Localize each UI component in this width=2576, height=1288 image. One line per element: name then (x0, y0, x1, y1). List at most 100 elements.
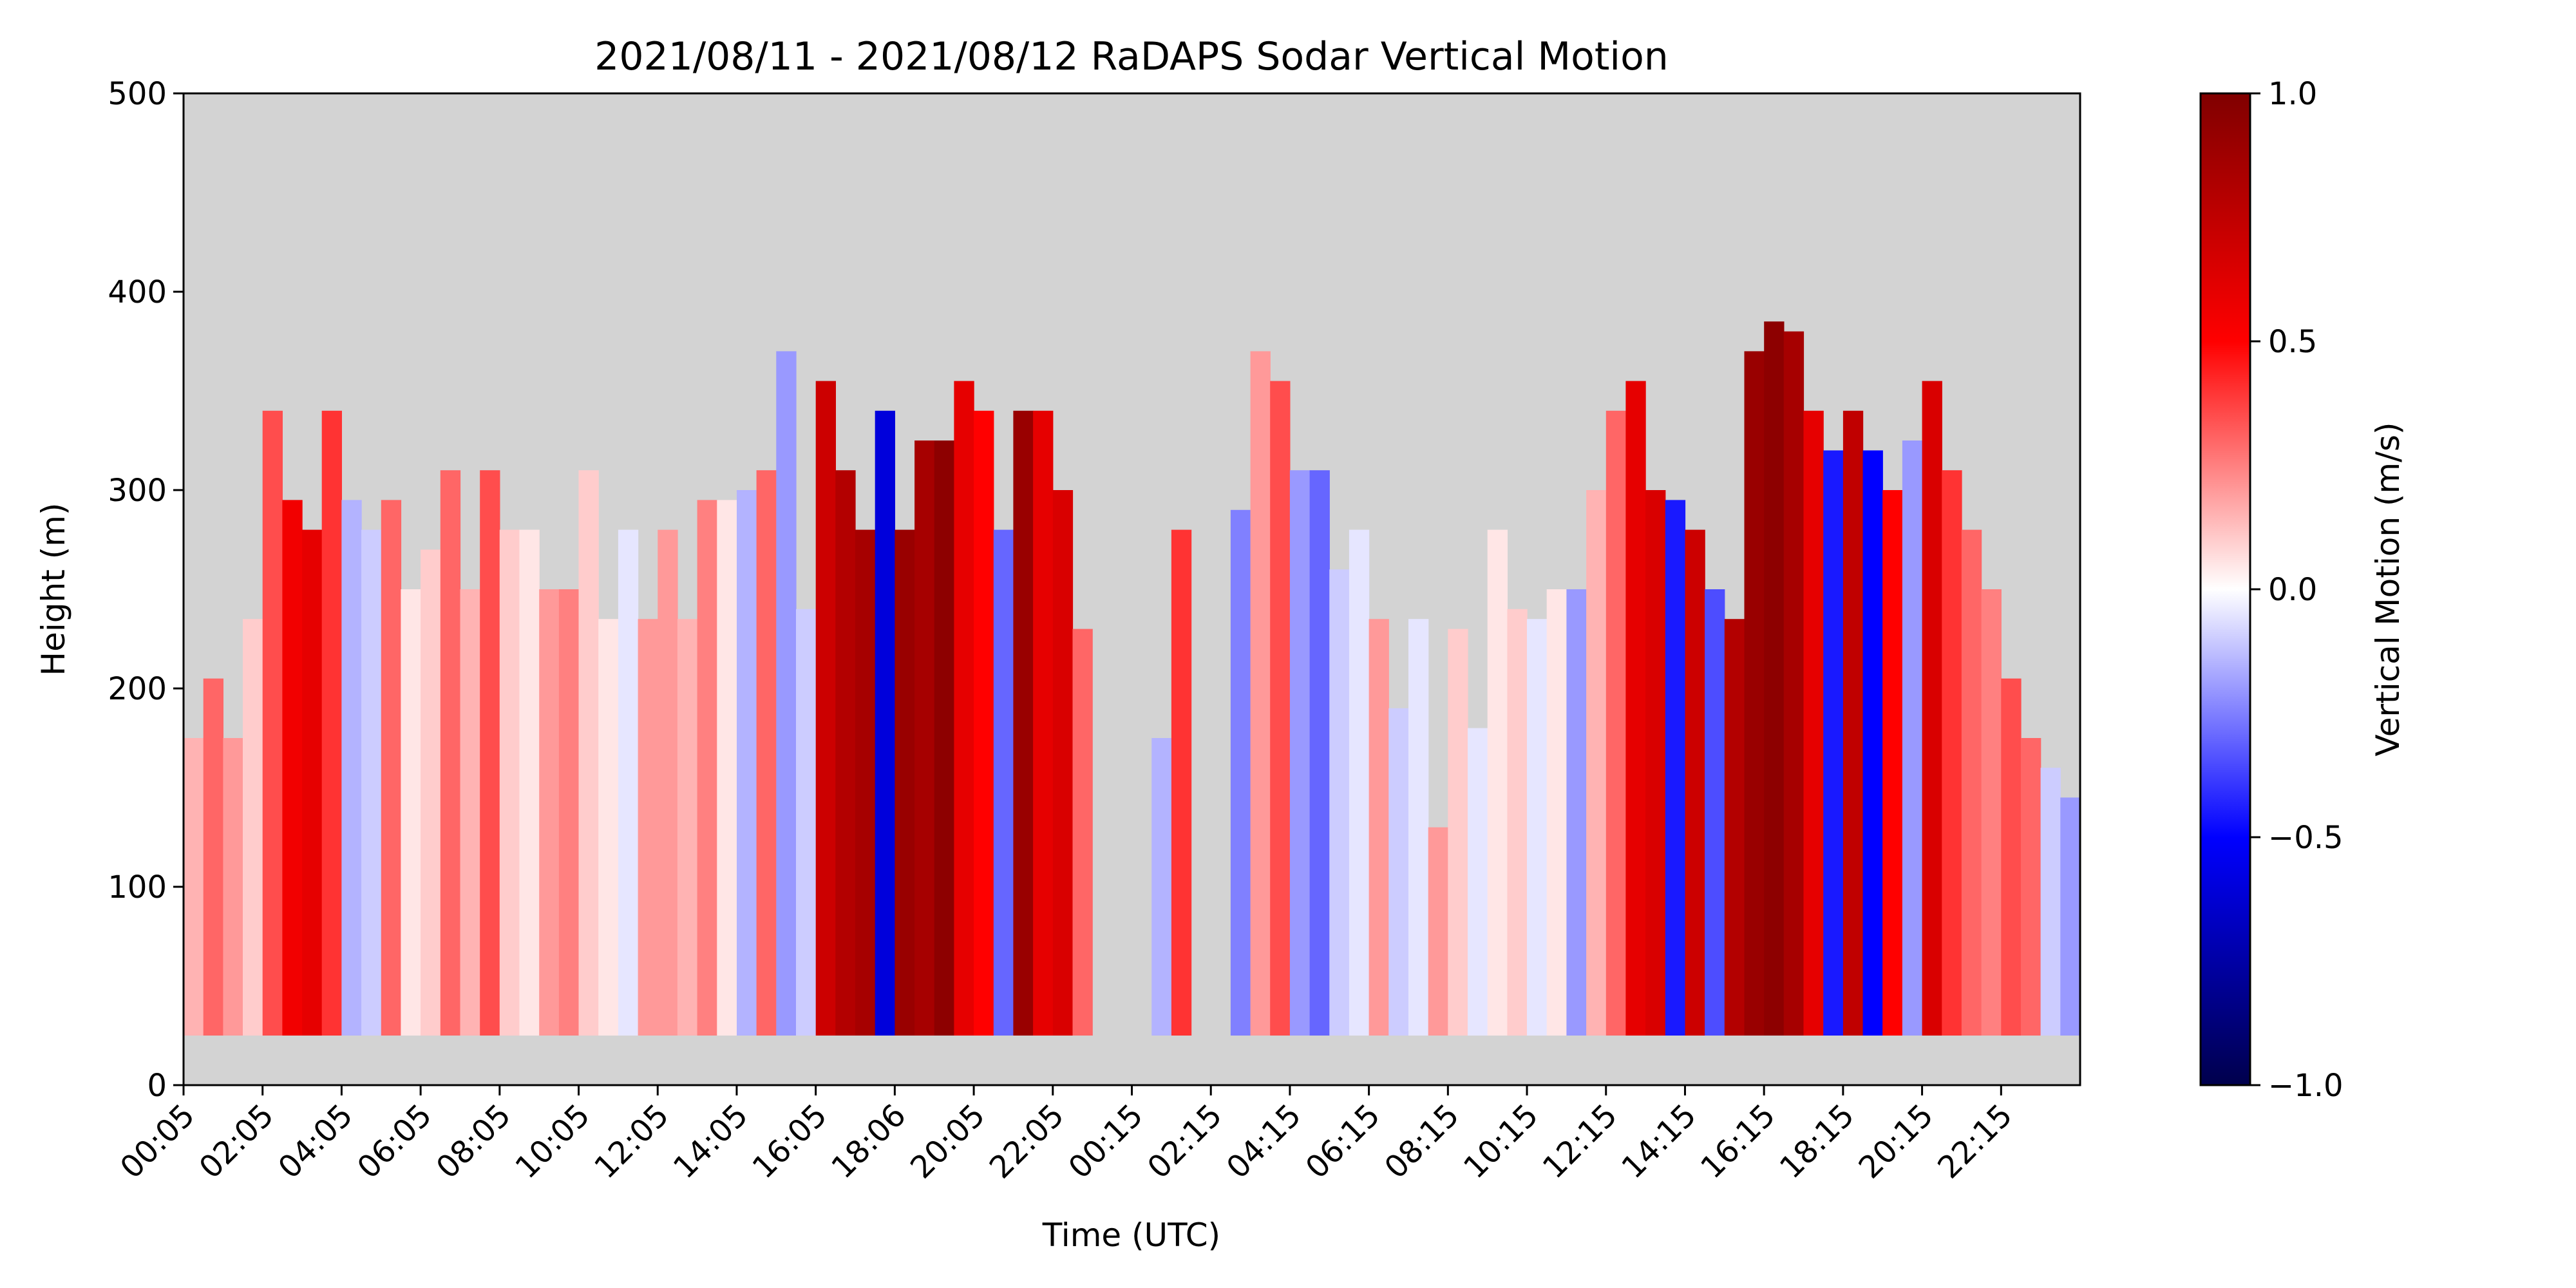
heatmap-cell (460, 589, 480, 1036)
heatmap-cell (1349, 529, 1370, 1036)
x-tick-label: 16:05 (746, 1097, 834, 1186)
heatmap-cell (282, 500, 303, 1036)
heatmap-cell (2040, 768, 2061, 1036)
heatmap-cell (1448, 629, 1468, 1036)
heatmap-cell (1645, 490, 1666, 1036)
heatmap-cell (1803, 410, 1824, 1036)
x-tick-label: 20:15 (1852, 1097, 1940, 1186)
heatmap-cell (1527, 619, 1548, 1036)
y-axis-label: Height (m) (35, 503, 72, 676)
heatmap-cell (440, 470, 461, 1036)
heatmap-cell (815, 381, 836, 1036)
heatmap-cell (1665, 500, 1686, 1036)
heatmap-cell (796, 609, 817, 1036)
x-tick-label: 10:15 (1457, 1097, 1545, 1186)
colorbar-tick-label: 0.5 (2268, 324, 2317, 360)
heatmap-cell (223, 738, 243, 1036)
heatmap-cell (1033, 410, 1054, 1036)
heatmap-cell (1705, 589, 1725, 1036)
heatmap-cell (421, 549, 441, 1036)
x-tick-label: 18:15 (1773, 1097, 1861, 1186)
heatmap-cell (1052, 490, 1074, 1036)
x-tick-label: 04:05 (271, 1097, 359, 1186)
heatmap-cell (1862, 450, 1883, 1036)
heatmap-cell (835, 470, 856, 1036)
heatmap-cell (2001, 678, 2022, 1036)
y-tick-label: 500 (108, 76, 167, 112)
x-tick-label: 14:05 (667, 1097, 755, 1186)
heatmap-cell (1744, 351, 1765, 1036)
heatmap-cell (1408, 619, 1429, 1036)
heatmap-cell (737, 490, 757, 1036)
heatmap-cell (1961, 529, 1982, 1036)
y-axis: 0 100 200 300 400 500 (108, 76, 184, 1104)
heatmap-cell (1487, 529, 1508, 1036)
heatmap-cell (1151, 738, 1172, 1036)
heatmap-cell (1842, 410, 1864, 1036)
y-tick-label: 200 (108, 671, 167, 707)
y-tick-label: 100 (108, 869, 167, 905)
heatmap-cell (855, 529, 876, 1036)
heatmap-cell (1882, 490, 1903, 1036)
heatmap-cell (1942, 470, 1962, 1036)
heatmap-cell (361, 529, 382, 1036)
colorbar-tick-label: 1.0 (2268, 76, 2317, 112)
heatmap-cell (756, 470, 777, 1036)
heatmap-cell (1586, 490, 1607, 1036)
heatmap-cell (658, 529, 678, 1036)
heatmap-cell (1072, 629, 1093, 1036)
y-tick-label: 300 (108, 473, 167, 509)
heatmap-cell (578, 470, 599, 1036)
heatmap-cell (262, 410, 283, 1036)
x-tick-label: 02:05 (193, 1097, 281, 1186)
x-tick-label: 06:15 (1299, 1097, 1387, 1186)
x-axis: 00:0502:0504:0506:0508:0510:0512:0514:05… (113, 1085, 2020, 1186)
heatmap-cell (1922, 381, 1942, 1036)
colorbar-tick-label: −0.5 (2268, 820, 2344, 856)
heatmap-cell (302, 529, 323, 1036)
x-tick-label: 16:15 (1694, 1097, 1782, 1186)
heatmap-cell (2060, 797, 2080, 1036)
heatmap-cell (1309, 470, 1330, 1036)
heatmap-cell (1981, 589, 2002, 1036)
heatmap-cell (184, 738, 204, 1036)
heatmap-cell (993, 529, 1014, 1036)
heatmap-cell (1902, 440, 1923, 1036)
x-tick-label: 18:06 (824, 1097, 913, 1186)
heatmap-cell (914, 440, 935, 1036)
heatmap-cell (499, 529, 520, 1036)
heatmap-cell (1230, 509, 1251, 1036)
heatmap-cell (401, 589, 421, 1036)
heatmap-cell (519, 529, 540, 1036)
colorbar-label: Vertical Motion (m/s) (2369, 422, 2407, 756)
heatmap-cell (776, 351, 797, 1036)
heatmap-cell (558, 589, 580, 1036)
heatmap-cell (1428, 827, 1448, 1036)
heatmap-cell (1289, 470, 1311, 1036)
x-tick-label: 08:15 (1378, 1097, 1466, 1186)
heatmap-cell (243, 619, 263, 1036)
heatmap-cell (974, 410, 994, 1036)
heatmap-cell (697, 500, 717, 1036)
heatmap-cell (1724, 619, 1745, 1036)
y-tick-label: 0 (147, 1068, 167, 1104)
x-tick-label: 12:15 (1536, 1097, 1624, 1186)
x-tick-label: 04:15 (1220, 1097, 1308, 1186)
heatmap-cell (381, 500, 402, 1036)
heatmap-cell (321, 410, 342, 1036)
x-tick-label: 08:05 (430, 1097, 518, 1186)
x-tick-label: 22:15 (1931, 1097, 2019, 1186)
heatmap-cell (1171, 529, 1192, 1036)
heatmap-cell (934, 440, 954, 1036)
heatmap-cell (638, 619, 658, 1036)
heatmap-cell (875, 410, 895, 1036)
heatmap-cell (677, 619, 698, 1036)
x-tick-label: 20:05 (904, 1097, 992, 1186)
chart-title: 2021/08/11 - 2021/08/12 RaDAPS Sodar Ver… (594, 34, 1669, 79)
heatmap-cell (1270, 381, 1291, 1036)
x-tick-label: 14:15 (1615, 1097, 1703, 1186)
heatmap-cell (1823, 450, 1844, 1036)
x-tick-label: 10:05 (509, 1097, 597, 1186)
heatmap-cell (1468, 728, 1488, 1036)
